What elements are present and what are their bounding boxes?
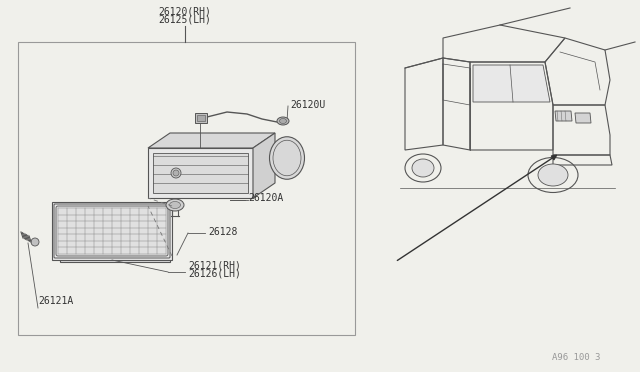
Ellipse shape bbox=[280, 119, 287, 124]
Polygon shape bbox=[575, 113, 591, 123]
Polygon shape bbox=[555, 111, 572, 121]
Text: 26125(LH): 26125(LH) bbox=[159, 15, 211, 25]
Bar bbox=[195, 113, 207, 123]
Text: 26120A: 26120A bbox=[248, 193, 284, 203]
Text: 26128: 26128 bbox=[208, 227, 237, 237]
Text: 26120(RH): 26120(RH) bbox=[159, 6, 211, 16]
Text: A96 100 3: A96 100 3 bbox=[552, 353, 600, 362]
Ellipse shape bbox=[170, 202, 180, 208]
Bar bbox=[197, 115, 205, 121]
Polygon shape bbox=[60, 206, 170, 262]
Polygon shape bbox=[253, 133, 275, 198]
Ellipse shape bbox=[166, 199, 184, 211]
Ellipse shape bbox=[277, 117, 289, 125]
Ellipse shape bbox=[269, 137, 305, 179]
Text: 26120U: 26120U bbox=[290, 100, 325, 110]
Text: 26126(LH): 26126(LH) bbox=[188, 269, 241, 279]
Circle shape bbox=[173, 170, 179, 176]
Polygon shape bbox=[473, 65, 550, 102]
Text: 26121(RH): 26121(RH) bbox=[188, 260, 241, 270]
Polygon shape bbox=[148, 133, 275, 148]
Text: 26121A: 26121A bbox=[38, 296, 73, 306]
Polygon shape bbox=[153, 153, 248, 193]
Circle shape bbox=[31, 238, 39, 246]
Polygon shape bbox=[52, 202, 172, 260]
Circle shape bbox=[171, 168, 181, 178]
Polygon shape bbox=[148, 148, 253, 198]
Ellipse shape bbox=[412, 159, 434, 177]
Bar bbox=[18, 42, 355, 335]
FancyBboxPatch shape bbox=[56, 206, 168, 256]
Ellipse shape bbox=[538, 164, 568, 186]
